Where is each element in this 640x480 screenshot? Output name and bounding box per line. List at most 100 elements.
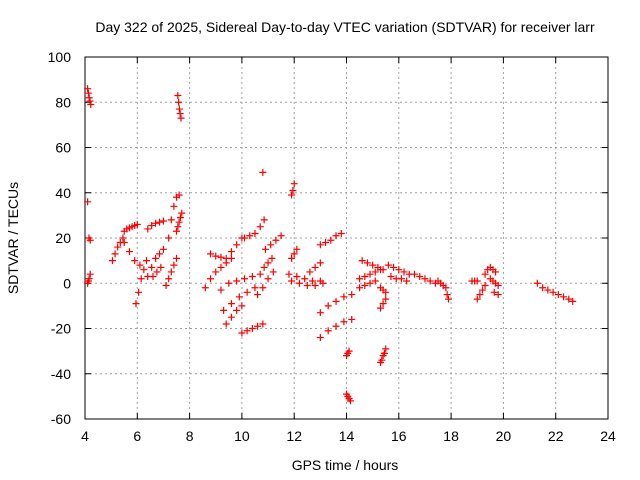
data-point	[533, 279, 541, 287]
data-point	[264, 259, 272, 267]
data-point	[345, 347, 353, 355]
data-point	[316, 241, 324, 249]
data-point	[324, 327, 332, 335]
data-point	[174, 223, 182, 231]
data-point	[137, 275, 145, 283]
data-point	[201, 284, 209, 292]
data-point	[170, 202, 178, 210]
data-point	[132, 300, 140, 308]
data-point	[380, 349, 388, 357]
series-seg02	[84, 198, 94, 244]
data-point	[376, 304, 384, 312]
series-seg10	[149, 263, 165, 280]
data-point	[85, 275, 93, 283]
series-seg33	[316, 291, 356, 317]
data-point	[149, 272, 157, 280]
data-point	[293, 272, 301, 280]
series-seg42	[376, 284, 390, 296]
data-point	[162, 282, 170, 290]
data-point	[176, 214, 184, 222]
data-point	[395, 266, 403, 274]
data-point	[175, 105, 183, 113]
data-point	[369, 261, 377, 269]
series-seg17	[217, 272, 256, 294]
data-point	[235, 293, 243, 301]
data-point	[363, 259, 371, 267]
x-tick-label: 12	[286, 428, 302, 444]
data-point	[225, 279, 233, 287]
series-seg51	[486, 275, 502, 290]
data-point	[233, 277, 241, 285]
data-point	[142, 257, 150, 265]
series-seg43	[384, 261, 413, 278]
series-seg04	[108, 234, 127, 265]
data-point	[264, 275, 272, 283]
data-point	[125, 248, 133, 256]
x-tick-label: 10	[234, 428, 250, 444]
data-point	[316, 334, 324, 342]
data-point	[227, 254, 235, 262]
y-tick-label: -60	[51, 411, 71, 427]
series-seg16	[207, 250, 235, 262]
data-point	[217, 263, 225, 271]
series-seg21	[241, 216, 268, 242]
data-point	[348, 291, 356, 299]
data-point	[379, 266, 387, 274]
data-point	[133, 220, 141, 228]
data-point	[217, 253, 225, 261]
data-point	[173, 254, 181, 262]
data-point	[267, 241, 275, 249]
data-point	[254, 322, 262, 330]
data-point	[371, 277, 379, 285]
data-point	[254, 291, 262, 299]
data-point	[131, 257, 139, 265]
data-point	[260, 216, 268, 224]
data-point	[400, 268, 408, 276]
data-point	[361, 272, 369, 280]
data-point	[220, 306, 228, 314]
series-seg09	[144, 245, 167, 280]
series-seg32	[316, 229, 345, 249]
data-point	[153, 268, 161, 276]
data-point	[148, 222, 156, 230]
series-seg27	[288, 180, 298, 199]
series-seg25	[261, 232, 285, 253]
data-point	[108, 257, 116, 265]
data-point	[259, 284, 267, 292]
data-point	[165, 275, 173, 283]
data-point	[272, 236, 280, 244]
data-point	[135, 288, 143, 296]
series-seg13	[173, 209, 186, 235]
series-seg12	[165, 191, 183, 242]
series-seg11	[162, 254, 181, 290]
data-point	[442, 284, 450, 292]
data-point	[222, 320, 230, 328]
data-point	[303, 282, 311, 290]
data-point	[346, 397, 354, 405]
data-point	[490, 288, 498, 296]
data-point	[443, 291, 451, 299]
data-point	[410, 270, 418, 278]
data-point	[289, 186, 297, 194]
data-point	[444, 295, 452, 303]
data-point	[152, 254, 160, 262]
series-seg20	[238, 320, 267, 337]
data-point	[84, 198, 92, 206]
data-point	[175, 98, 183, 106]
data-point	[379, 300, 387, 308]
data-point	[549, 288, 557, 296]
data-point	[366, 279, 374, 287]
data-point	[260, 263, 268, 271]
data-point	[241, 275, 249, 283]
x-tick-label: 14	[339, 428, 355, 444]
data-point	[174, 91, 182, 99]
x-tick-label: 4	[81, 428, 89, 444]
data-point	[152, 219, 160, 227]
data-point	[356, 275, 364, 283]
data-point	[248, 325, 256, 332]
data-point	[382, 295, 390, 303]
data-point	[319, 279, 327, 287]
data-point	[119, 234, 127, 242]
data-point	[207, 250, 215, 258]
